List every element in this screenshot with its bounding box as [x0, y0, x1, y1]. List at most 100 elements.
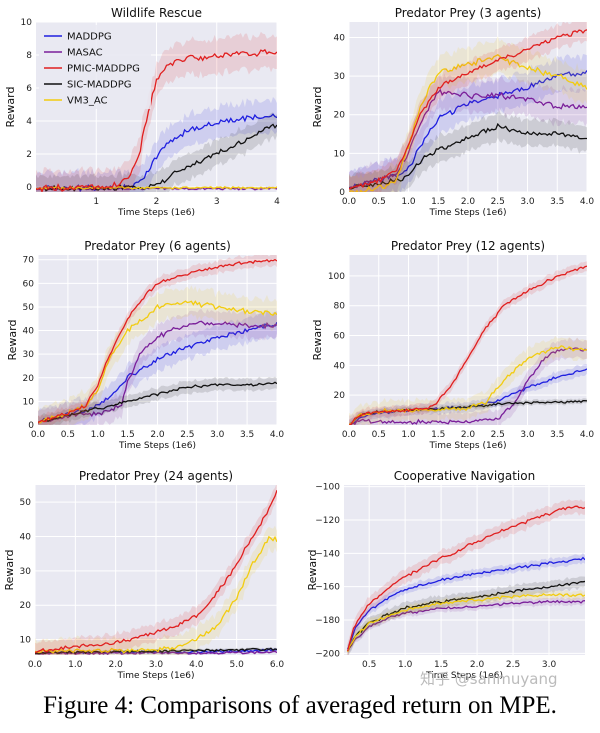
x-tick-label: 0.5 — [372, 197, 386, 207]
y-axis-label: Reward — [311, 87, 324, 128]
y-tick-label: 40 — [334, 33, 346, 43]
y-tick-label: 100 — [328, 272, 345, 282]
y-tick-label: 20 — [334, 391, 346, 401]
series-band-pmic-maddpg — [38, 255, 277, 425]
y-tick-label: 30 — [20, 567, 32, 577]
x-tick-label: 3.0 — [520, 430, 535, 440]
y-tick-label: 80 — [334, 302, 346, 312]
series-band-maddpg — [349, 54, 587, 192]
x-tick-label: 3.0 — [149, 660, 164, 670]
x-tick-label: 2.0 — [470, 660, 485, 670]
plot-area — [344, 485, 585, 655]
x-axis-label: Time Steps (1e6) — [117, 208, 195, 218]
series-band-sic-maddpg — [38, 376, 277, 425]
series-band-vm3_ac — [349, 36, 587, 192]
y-tick-label: 20 — [23, 374, 35, 384]
series-line-pmic-maddpg — [38, 258, 277, 424]
x-axis-label: Time Steps (1e6) — [118, 441, 196, 451]
chart-title: Cooperative Navigation — [394, 469, 535, 483]
series-line-pmic-maddpg — [349, 29, 587, 190]
y-axis-label: Reward — [4, 87, 17, 128]
series-line-maddpg — [349, 70, 587, 189]
series-line-vm3_ac — [346, 592, 585, 653]
series-band-vm3_ac — [35, 525, 277, 655]
series-line-masac — [349, 346, 587, 425]
legend-label: SIC-MADDPG — [67, 80, 132, 91]
x-tick-label: 6.0 — [270, 660, 285, 670]
x-tick-label: 4.0 — [189, 660, 204, 670]
series-line-masac — [347, 599, 585, 652]
x-tick-label: 1.5 — [431, 430, 445, 440]
x-axis-label: Time Steps (1e6) — [429, 208, 507, 218]
watermark: 知乎 @sanmuyang — [420, 670, 558, 688]
series-line-vm3_ac — [349, 54, 587, 192]
x-tick-label: 1 — [93, 197, 99, 207]
y-tick-label: 40 — [23, 327, 35, 337]
x-tick-label: 1.5 — [434, 660, 448, 670]
series-band-sic-maddpg — [36, 112, 277, 192]
y-tick-label: −180 — [315, 616, 340, 626]
x-tick-label: 3.0 — [542, 660, 557, 670]
series-line-pmic-maddpg — [346, 505, 585, 652]
series-band-masac — [347, 596, 585, 655]
y-tick-label: 0 — [339, 188, 345, 198]
series-band-maddpg — [38, 311, 277, 425]
chart-title: Predator Prey (6 agents) — [84, 239, 231, 253]
series-line-maddpg — [347, 556, 585, 650]
series-line-masac — [349, 88, 587, 190]
series-band-maddpg — [36, 97, 277, 192]
x-tick-label: 2.5 — [180, 430, 194, 440]
x-tick-label: 4 — [274, 197, 280, 207]
x-tick-label: 4.0 — [270, 430, 285, 440]
y-tick-label: 8 — [26, 51, 32, 61]
series-band-maddpg — [347, 552, 585, 653]
y-axis-label: Reward — [3, 550, 16, 591]
y-tick-label: 60 — [334, 332, 346, 342]
series-band-pmic-maddpg — [349, 22, 587, 192]
legend-label: PMIC-MADDPG — [67, 64, 140, 75]
x-tick-label: 3.5 — [550, 430, 564, 440]
x-tick-label: 2.0 — [461, 197, 476, 207]
series-band-pmic-maddpg — [36, 31, 277, 192]
y-tick-label: 10 — [23, 397, 35, 407]
x-tick-label: 1.5 — [431, 197, 445, 207]
chart-panel-5: 0.0 1.0 2.0 3.0 4.0 5.0 6.0 10 20 30 40 50 Predator … — [3, 469, 284, 681]
x-tick-label: 0.0 — [342, 197, 357, 207]
y-tick-label: 60 — [23, 279, 35, 289]
x-axis-label: Time Steps (1e6) — [117, 671, 195, 681]
y-tick-label: 2 — [26, 150, 32, 160]
chart-panel-6: 0.5 1.0 1.5 2.0 2.5 3.0 −200 −180 −160 −140 −120 −1… — [306, 469, 585, 681]
x-axis-label: Time Steps (1e6) — [429, 441, 507, 451]
chart-panel-4: 0.0 0.5 1.0 1.5 2.0 2.5 3.0 3.5 4.0 20 40 60 80 100 Pr… — [311, 239, 594, 451]
x-tick-label: 1.0 — [401, 197, 416, 207]
y-axis-label: Reward — [306, 550, 319, 591]
x-tick-label: 1.0 — [91, 430, 106, 440]
x-tick-label: 2 — [154, 197, 160, 207]
y-tick-label: 0 — [26, 183, 32, 193]
y-tick-label: 50 — [20, 498, 32, 508]
y-tick-label: 6 — [26, 84, 32, 94]
series-line-sic-maddpg — [347, 580, 585, 652]
series-line-pmic-maddpg — [349, 265, 587, 425]
y-tick-label: 40 — [20, 533, 32, 543]
x-tick-label: 0.0 — [28, 660, 43, 670]
y-tick-label: 30 — [334, 72, 346, 82]
x-tick-label: 3.0 — [520, 197, 535, 207]
x-tick-label: 3.5 — [550, 197, 564, 207]
chart-panel-3: 0.0 0.5 1.0 1.5 2.0 2.5 3.0 3.5 4.0 0 10 20 30 40 50 60… — [6, 239, 284, 451]
chart-title: Predator Prey (24 agents) — [79, 469, 233, 483]
y-tick-label: 40 — [334, 361, 346, 371]
x-axis-label: Time Steps (1e6) — [425, 671, 503, 681]
y-tick-label: 50 — [23, 303, 35, 313]
x-tick-label: 0.5 — [372, 430, 386, 440]
series-line-vm3_ac — [36, 185, 277, 190]
legend-label: VM3_AC — [67, 96, 107, 107]
legend-label: MASAC — [67, 48, 103, 59]
y-axis-label: Reward — [311, 320, 324, 361]
y-tick-label: −120 — [315, 516, 340, 526]
y-tick-label: 30 — [23, 350, 35, 360]
chart-title: Predator Prey (12 agents) — [391, 239, 545, 253]
y-axis-label: Reward — [6, 320, 19, 361]
x-tick-label: 1.5 — [120, 430, 134, 440]
y-tick-label: 4 — [26, 117, 32, 127]
